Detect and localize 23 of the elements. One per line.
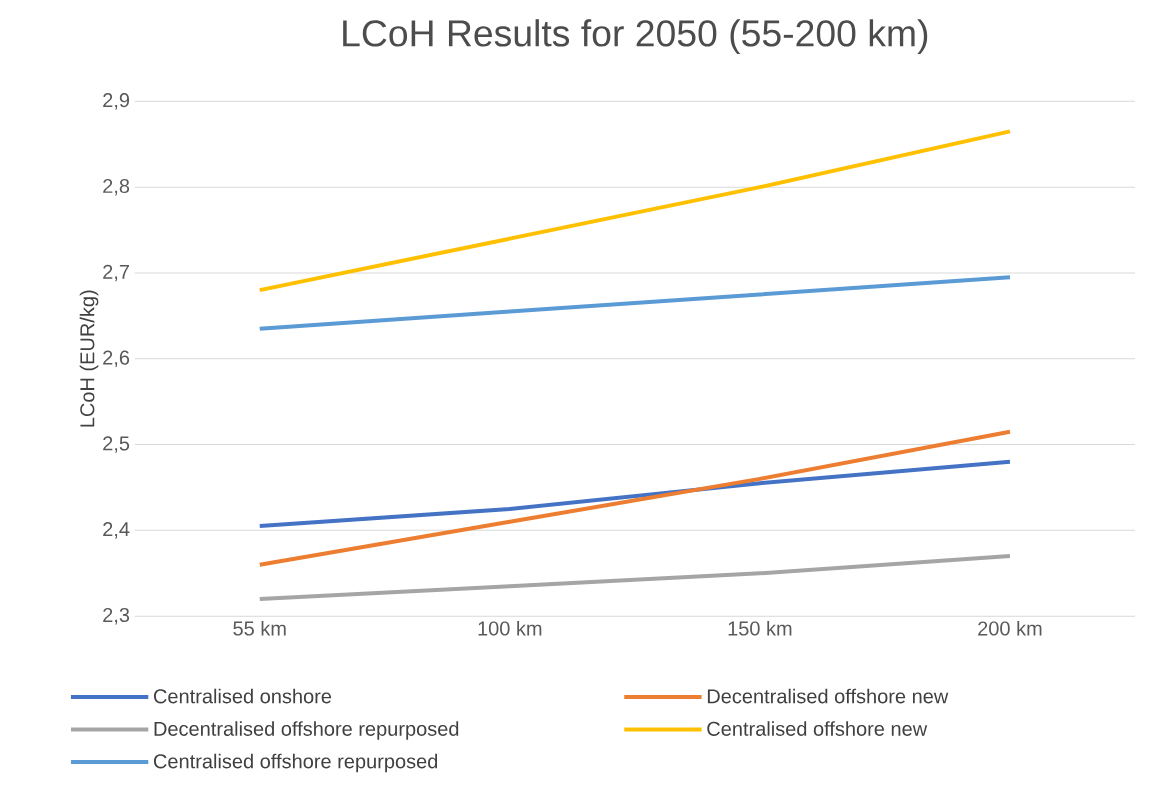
line-series: [257, 129, 1012, 293]
line-series: [257, 554, 1012, 602]
y-tick-label: 2,6: [103, 350, 130, 368]
y-tick-label: 2,9: [103, 93, 130, 110]
legend-label: Centralised offshore new: [707, 721, 928, 737]
y-tick-label: 2,8: [103, 179, 130, 196]
chart-title: LCoH Results for 2050 (55-200 km): [343, 19, 928, 55]
line-series: [257, 459, 1012, 529]
legend-label: Centralised onshore: [154, 688, 332, 704]
legend-label: Centralised offshore repurposed: [154, 753, 438, 773]
y-tick-label: 2,7: [103, 264, 129, 282]
x-tick-label: 200 km: [978, 621, 1042, 636]
x-tick-label: 150 km: [728, 621, 792, 636]
y-axis-title: LCoH (EUR/kg): [79, 290, 99, 427]
x-tick-label: 100 km: [478, 621, 542, 636]
line-series: [257, 429, 1012, 567]
x-tick-label: 55 km: [233, 621, 286, 636]
line-series: [257, 275, 1012, 331]
legend-label: Decentralised offshore new: [707, 688, 949, 704]
y-tick-label: 2,5: [103, 436, 130, 454]
y-tick-label: 2,4: [103, 522, 130, 539]
y-tick-label: 2,3: [103, 608, 130, 625]
legend-label: Decentralised offshore repurposed: [154, 721, 459, 741]
